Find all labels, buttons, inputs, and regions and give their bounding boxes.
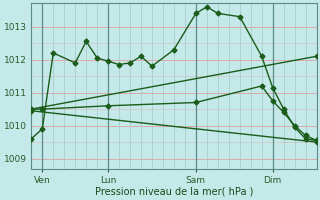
X-axis label: Pression niveau de la mer( hPa ): Pression niveau de la mer( hPa )	[95, 187, 253, 197]
